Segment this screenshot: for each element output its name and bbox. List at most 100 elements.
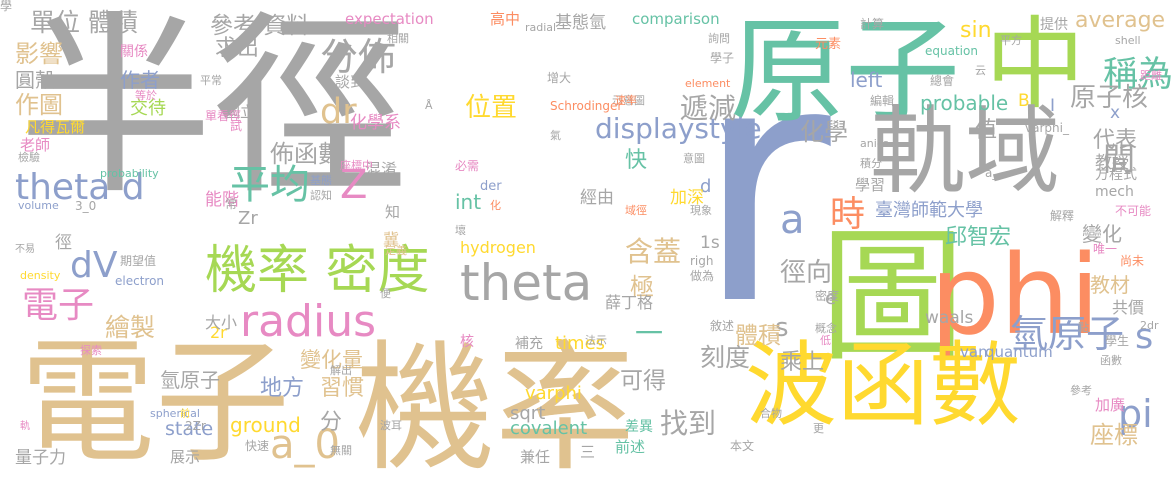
cloud-word: 便 bbox=[380, 287, 391, 300]
cloud-word: hydrogen bbox=[460, 238, 536, 257]
cloud-word: 尚未 bbox=[1120, 254, 1145, 268]
cloud-word: 國立 bbox=[225, 103, 256, 121]
cloud-word: 談到 bbox=[335, 73, 366, 91]
cloud-word: x bbox=[1110, 103, 1121, 123]
cloud-word: Z bbox=[340, 162, 368, 208]
cloud-word: 詢問 bbox=[708, 32, 730, 45]
cloud-word: 關係 bbox=[120, 44, 148, 60]
cloud-word: 增大 bbox=[547, 71, 572, 85]
cloud-word: 示意圖 bbox=[612, 94, 645, 107]
cloud-word: state bbox=[165, 418, 214, 440]
cloud-word: 座標 bbox=[1090, 421, 1138, 449]
cloud-word: 變化量 bbox=[300, 348, 363, 372]
cloud-word: sin bbox=[960, 18, 992, 43]
cloud-word: 期望值 bbox=[120, 254, 157, 268]
cloud-word: 稱為 bbox=[1103, 55, 1174, 95]
cloud-word: 做為 bbox=[690, 269, 715, 283]
cloud-word: 敘述 bbox=[710, 319, 735, 333]
cloud-word: 唯一 bbox=[1093, 242, 1118, 256]
cloud-word: s bbox=[775, 313, 789, 343]
cloud-word: dr bbox=[320, 92, 357, 132]
cloud-word: 平常 bbox=[200, 74, 222, 87]
cloud-word: 乘上 bbox=[780, 350, 825, 375]
cloud-word: 積分 bbox=[860, 157, 882, 170]
cloud-word: Å bbox=[425, 99, 433, 112]
cloud-word: 波函數 bbox=[745, 332, 1022, 439]
cloud-word: 可得 bbox=[620, 368, 666, 394]
cloud-word: 本文 bbox=[730, 439, 755, 453]
cloud-word: 位置 bbox=[465, 93, 518, 123]
cloud-word: average bbox=[1075, 8, 1166, 33]
cloud-word: 找到 bbox=[660, 407, 717, 440]
cloud-word: 概念 bbox=[815, 322, 837, 335]
cloud-word: a_ bbox=[985, 166, 999, 180]
cloud-word: 機率 密度 bbox=[205, 241, 430, 301]
cloud-word: 更 bbox=[813, 422, 824, 435]
cloud-word: 軌域 bbox=[870, 97, 1061, 207]
cloud-word: 兼任 bbox=[520, 448, 551, 466]
cloud-word: der bbox=[480, 179, 502, 194]
cloud-word: 參考 bbox=[1070, 384, 1092, 397]
cloud-word: 現象 bbox=[690, 204, 712, 217]
cloud-word: 圖 bbox=[820, 213, 965, 382]
cloud-word: anics bbox=[860, 137, 889, 150]
cloud-word: radius bbox=[240, 296, 377, 347]
cloud-word: 代表 bbox=[1093, 128, 1138, 153]
cloud-word: 學習 bbox=[855, 176, 886, 194]
cloud-word: 電子 bbox=[22, 285, 95, 326]
cloud-word: 基態氫 bbox=[555, 13, 606, 33]
cloud-word: 極 bbox=[630, 273, 654, 301]
cloud-word: sqrt bbox=[510, 403, 546, 424]
cloud-word: 函數 bbox=[1100, 354, 1122, 367]
cloud-word: 壞 bbox=[455, 224, 466, 237]
cloud-word: 影響 bbox=[15, 40, 63, 68]
cloud-word: 三 bbox=[580, 443, 596, 461]
cloud-word: theta bbox=[460, 254, 593, 312]
cloud-word: covalent bbox=[510, 418, 588, 439]
cloud-word: Schrodinger bbox=[550, 99, 623, 113]
cloud-word: 展示 bbox=[170, 448, 201, 466]
cloud-word: 圓殼 bbox=[15, 68, 55, 92]
cloud-word: 必需 bbox=[455, 159, 480, 173]
cloud-word: 一 bbox=[635, 317, 664, 350]
cloud-word: 半徑 bbox=[18, 0, 408, 221]
cloud-word: 解出 bbox=[330, 364, 352, 377]
cloud-word: 含蓋 bbox=[625, 235, 682, 268]
cloud-word: 探索 bbox=[80, 344, 102, 357]
cloud-word: 無關 bbox=[330, 444, 352, 457]
cloud-word: 低 bbox=[820, 334, 831, 347]
cloud-word: 電子 bbox=[20, 324, 290, 481]
cloud-word: 單位 體積 bbox=[30, 8, 138, 37]
cloud-word: 佈函數 bbox=[270, 140, 342, 168]
cloud-word: 1s bbox=[700, 233, 720, 253]
cloud-word: 定義 bbox=[385, 244, 407, 257]
cloud-word: 化學系 bbox=[350, 113, 401, 133]
cloud-word: 法示 bbox=[585, 334, 607, 347]
cloud-word: phi bbox=[930, 231, 1101, 359]
cloud-word: 地方 bbox=[260, 376, 305, 401]
cloud-word: equation bbox=[925, 44, 978, 58]
cloud-word: 學生 bbox=[1105, 334, 1130, 348]
cloud-word: waals bbox=[925, 308, 974, 328]
cloud-word: 教材 bbox=[1090, 273, 1130, 297]
cloud-word: 化學 bbox=[800, 118, 848, 146]
cloud-word: 交待 bbox=[130, 98, 166, 119]
cloud-word: 2dr bbox=[1140, 319, 1159, 332]
cloud-word: dV bbox=[70, 245, 118, 286]
cloud-word: 學 bbox=[0, 0, 13, 13]
cloud-word: 臺灣師範大學 bbox=[875, 200, 983, 221]
cloud-word: 常 bbox=[225, 197, 238, 211]
cloud-word: pi bbox=[1118, 392, 1153, 436]
cloud-word: 求出 bbox=[215, 36, 260, 61]
cloud-word: varphi bbox=[525, 383, 582, 404]
cloud-word: left bbox=[850, 68, 883, 92]
cloud-word: displaystyle bbox=[595, 112, 762, 145]
cloud-word: 3_0 bbox=[75, 199, 97, 213]
cloud-word: 認知 bbox=[310, 189, 332, 202]
cloud-word: d bbox=[700, 176, 712, 197]
cloud-word: 凡得瓦爾 bbox=[25, 118, 86, 136]
cloud-word: mech bbox=[1095, 184, 1134, 200]
cloud-word: righ bbox=[690, 254, 714, 268]
cloud-word: probability bbox=[100, 167, 159, 180]
cloud-word: 域徑 bbox=[625, 204, 647, 217]
